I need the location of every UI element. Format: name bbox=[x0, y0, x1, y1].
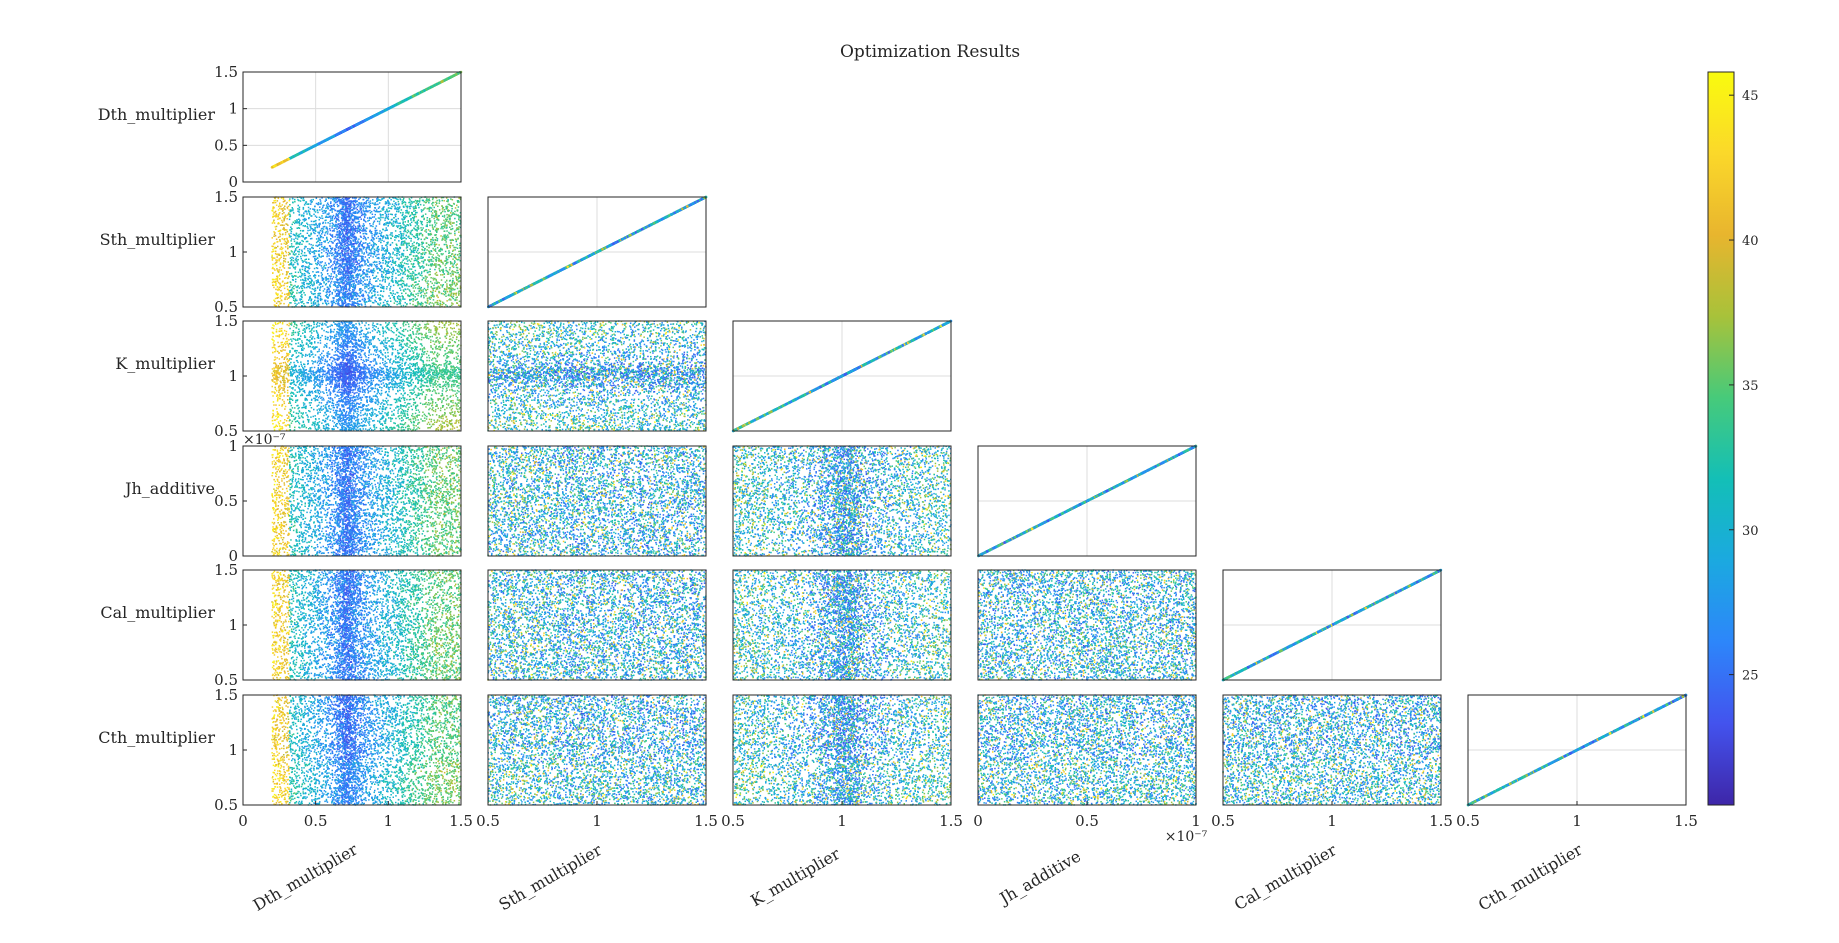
chart-title: Optimization Results bbox=[840, 42, 1020, 62]
panel-Dth_multiplier-vs-Dth_multiplier: 00.511.5 bbox=[214, 63, 462, 191]
panels: 00.511.50.511.50.511.500.510.511.50.511.… bbox=[98, 63, 1698, 915]
